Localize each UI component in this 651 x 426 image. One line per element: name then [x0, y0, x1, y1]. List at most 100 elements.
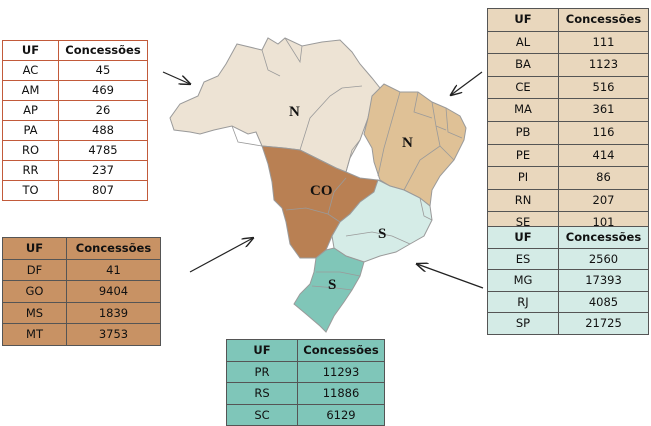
table-row: AP 26: [2, 100, 148, 121]
value-cell: 6129: [297, 403, 385, 426]
value-cell: 4785: [58, 140, 148, 161]
region-sul: [293, 247, 365, 333]
table-row: GO 9404: [2, 280, 161, 303]
table-row: SC 6129: [226, 403, 385, 426]
table-row: AM 469: [2, 80, 148, 101]
uf-cell: RO: [2, 140, 59, 161]
label-norte: N: [289, 104, 300, 120]
uf-cell: TO: [2, 180, 59, 201]
value-cell: 111: [558, 30, 649, 55]
value-cell: 116: [558, 120, 649, 145]
table-sudeste: UF Concessões ES 2560 MG 17393 RJ 4085 SP 21…: [487, 226, 649, 335]
table-row: CE 516: [487, 75, 649, 100]
table-row: PR 11293: [226, 360, 385, 383]
uf-cell: AL: [487, 30, 559, 55]
header-concessoes: Concessões: [558, 8, 649, 32]
uf-cell: PR: [226, 360, 298, 383]
table-row: MA 361: [487, 98, 649, 122]
table-row: PE 414: [487, 143, 649, 168]
value-cell: 11886: [297, 382, 385, 405]
label-centro-oeste: CO: [310, 183, 333, 199]
value-cell: 469: [58, 80, 148, 101]
value-cell: 488: [58, 120, 148, 141]
table-row: RN 207: [487, 188, 649, 213]
uf-cell: PA: [2, 120, 59, 141]
state-borders-sul: [311, 271, 361, 291]
table-row: RO 4785: [2, 140, 148, 161]
uf-cell: CE: [487, 75, 559, 100]
table-row: BA 1123: [487, 53, 649, 77]
uf-cell: DF: [2, 258, 67, 281]
table-row: SP 21725: [487, 312, 649, 335]
arrow-centro-oeste: [189, 238, 253, 273]
uf-cell: GO: [2, 280, 67, 303]
value-cell: 45: [58, 60, 148, 81]
region-nordeste: [363, 83, 467, 207]
value-cell: 414: [558, 143, 649, 168]
value-cell: 41: [66, 258, 161, 281]
uf-cell: PB: [487, 120, 559, 145]
table-row: RJ 4085: [487, 290, 649, 313]
uf-cell: MS: [2, 301, 67, 324]
label-sudeste: S: [378, 226, 386, 242]
value-cell: 1123: [558, 53, 649, 77]
value-cell: 4085: [558, 290, 649, 313]
header-concessoes: Concessões: [66, 237, 161, 260]
table-row: RR 237: [2, 160, 148, 181]
table-norte: UF Concessões AC 45 AM 469 AP 26 PA 488 RO 47…: [2, 40, 148, 201]
uf-cell: AC: [2, 60, 59, 81]
state-borders-sudeste: [345, 197, 433, 245]
value-cell: 3753: [66, 323, 161, 346]
value-cell: 86: [558, 166, 649, 190]
value-cell: 11293: [297, 360, 385, 383]
table-row: AL 111: [487, 30, 649, 55]
label-nordeste: N: [402, 135, 413, 151]
table-row: MS 1839: [2, 301, 161, 324]
state-borders-centro-oeste: [285, 177, 347, 223]
uf-cell: MT: [2, 323, 67, 346]
header-uf: UF: [2, 40, 59, 61]
value-cell: 9404: [66, 280, 161, 303]
table-row: PB 116: [487, 120, 649, 145]
table-row: PA 488: [2, 120, 148, 141]
header-uf: UF: [487, 8, 559, 32]
table-row: AC 45: [2, 60, 148, 81]
uf-cell: RR: [2, 160, 59, 181]
table-row: DF 41: [2, 258, 161, 281]
value-cell: 237: [58, 160, 148, 181]
label-sul: S: [328, 277, 336, 293]
header-concessoes: Concessões: [58, 40, 148, 61]
uf-cell: RN: [487, 188, 559, 213]
value-cell: 2560: [558, 247, 649, 270]
uf-cell: PI: [487, 166, 559, 190]
uf-cell: PE: [487, 143, 559, 168]
header-concessoes: Concessões: [558, 226, 649, 249]
table-row: ES 2560: [487, 247, 649, 270]
arrow-nordeste: [451, 71, 483, 95]
table-row: MG 17393: [487, 269, 649, 292]
arrow-sudeste: [417, 264, 484, 289]
table-nordeste: UF Concessões AL 111 BA 1123 CE 516 MA 361 P…: [487, 8, 649, 235]
uf-cell: MA: [487, 98, 559, 122]
arrow-norte: [162, 71, 190, 84]
header-uf: UF: [226, 339, 298, 362]
value-cell: 1839: [66, 301, 161, 324]
table-row: TO 807: [2, 180, 148, 201]
value-cell: 361: [558, 98, 649, 122]
table-sul: UF Concessões PR 11293 RS 11886 SC 6129: [226, 339, 385, 426]
uf-cell: SP: [487, 312, 559, 335]
uf-cell: BA: [487, 53, 559, 77]
header-uf: UF: [2, 237, 67, 260]
state-borders-nordeste: [377, 91, 463, 191]
uf-cell: RJ: [487, 290, 559, 313]
uf-cell: MG: [487, 269, 559, 292]
table-centro-oeste: UF Concessões DF 41 GO 9404 MS 1839 MT 3753: [2, 237, 161, 346]
value-cell: 807: [58, 180, 148, 201]
header-concessoes: Concessões: [297, 339, 385, 362]
header-uf: UF: [487, 226, 559, 249]
value-cell: 21725: [558, 312, 649, 335]
table-row: PI 86: [487, 166, 649, 190]
uf-cell: RS: [226, 382, 298, 405]
table-row: RS 11886: [226, 382, 385, 405]
